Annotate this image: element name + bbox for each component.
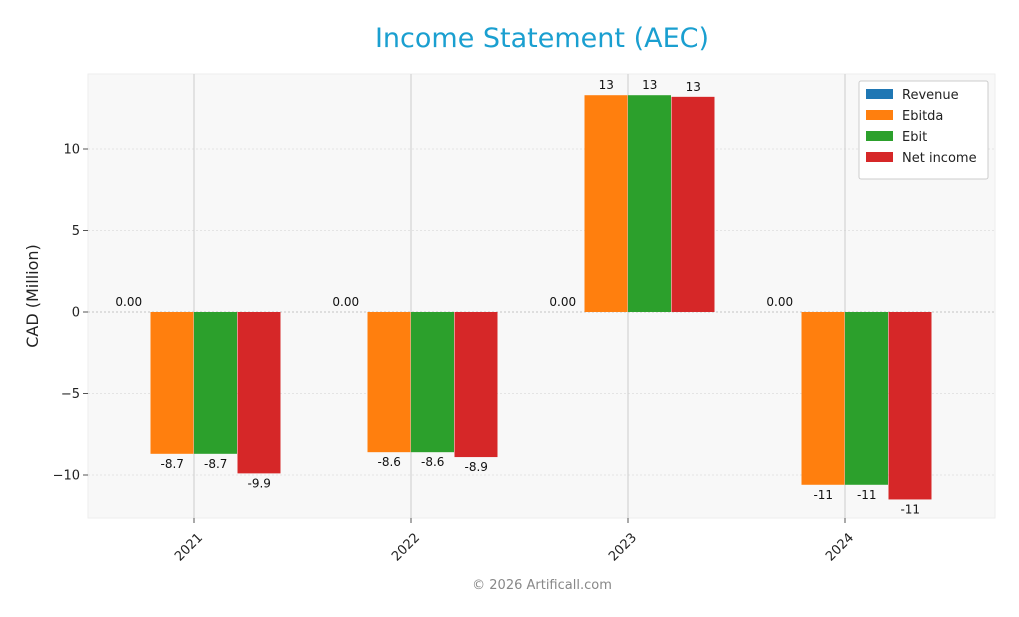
legend-swatch: [866, 110, 893, 120]
legend-entry: Revenue: [902, 88, 959, 103]
data-label: 13: [686, 80, 701, 94]
bar-ebitda-2022: [367, 312, 411, 453]
legend: Revenue Ebitda Ebit Net income: [858, 80, 989, 180]
data-label: 0.00: [115, 295, 142, 309]
bar-ebit-2021: [194, 312, 237, 454]
data-label: -8.7: [161, 457, 184, 471]
legend-swatch: [866, 131, 893, 141]
x-tick-label: 2023: [606, 530, 640, 564]
chart-title: Income Statement (AEC): [375, 23, 709, 54]
data-label: -8.6: [378, 455, 401, 469]
x-tick-label: 2024: [823, 530, 857, 564]
footer-copyright: © 2026 Artificall.com: [472, 578, 612, 593]
bar-ebit-2023: [628, 95, 671, 313]
legend-entry: Net income: [902, 151, 977, 166]
bar-ebitda-2021: [150, 312, 194, 454]
x-tick-label: 2021: [172, 530, 206, 564]
y-tick-label: 10: [63, 143, 80, 158]
y-axis-label: CAD (Million): [23, 244, 42, 348]
bar-net-income-2021: [237, 312, 281, 474]
y-tick-label: −5: [61, 387, 80, 402]
data-label: -11: [813, 488, 833, 502]
bars: [150, 95, 932, 500]
y-axis: −10 −5 0 5 10: [53, 143, 88, 484]
bar-net-income-2023: [671, 96, 715, 312]
data-label: -11: [900, 502, 920, 516]
data-label: 0.00: [549, 295, 576, 309]
data-label: 0.00: [332, 295, 359, 309]
x-axis: 2021 2022 2023 2024: [172, 518, 857, 564]
data-label: -8.7: [204, 457, 227, 471]
bar-net-income-2022: [454, 312, 498, 458]
y-tick-label: −10: [53, 469, 80, 484]
data-label: -8.6: [421, 455, 444, 469]
bar-ebit-2024: [845, 312, 888, 485]
bar-net-income-2024: [888, 312, 932, 500]
data-labels: 0.00 -8.7 -8.7 -9.9 0.00 -8.6 -8.6 -8.9 0.00 13 13…: [115, 78, 920, 516]
legend-entry: Ebitda: [902, 109, 943, 124]
y-tick-label: 0: [72, 306, 80, 321]
data-label: -11: [857, 488, 877, 502]
legend-entry: Ebit: [902, 130, 927, 145]
data-label: -8.9: [465, 460, 488, 474]
legend-swatch: [866, 152, 893, 162]
bar-ebitda-2023: [584, 95, 628, 313]
data-label: 0.00: [766, 295, 793, 309]
data-label: 13: [599, 78, 614, 92]
data-label: -9.9: [248, 476, 271, 490]
bar-ebitda-2024: [801, 312, 845, 485]
y-tick-label: 5: [72, 224, 80, 239]
data-label: 13: [642, 78, 657, 92]
bar-ebit-2022: [411, 312, 454, 453]
legend-swatch: [866, 89, 893, 99]
x-tick-label: 2022: [389, 530, 423, 564]
